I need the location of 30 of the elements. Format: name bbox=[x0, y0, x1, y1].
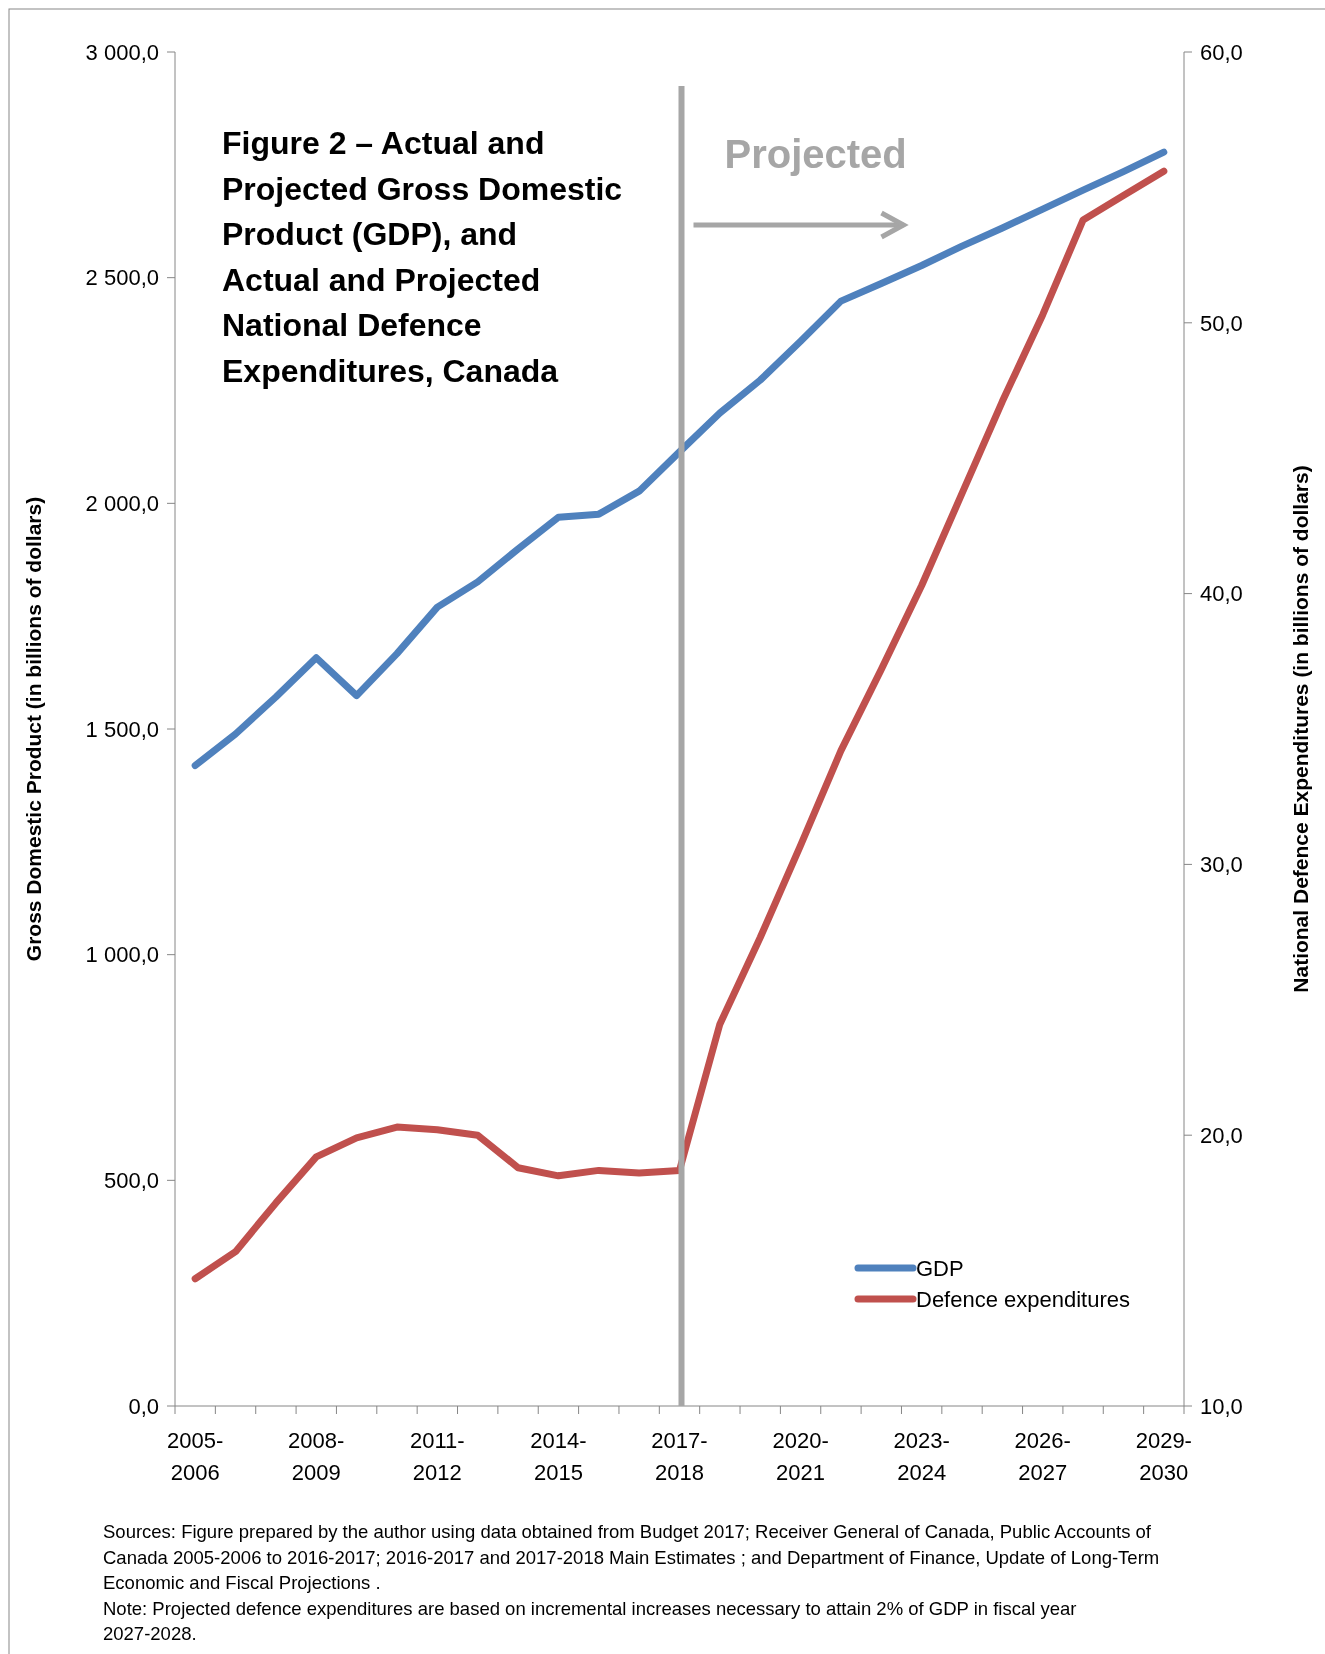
y2-tick-label: 40,0 bbox=[1200, 581, 1243, 607]
y-tick-label: 3 000,0 bbox=[85, 39, 159, 65]
y-tick-label: 2 000,0 bbox=[85, 491, 159, 517]
legend-label: GDP bbox=[916, 1255, 964, 1281]
y2-tick-label: 10,0 bbox=[1200, 1393, 1243, 1419]
text: Note: Projected defence expenditures are based on incremental increases necessary to attain 2% of GDP in fiscal year 2027-2028. bbox=[103, 1597, 1077, 1644]
y2-tick-label: 60,0 bbox=[1200, 39, 1243, 65]
y2-tick-label: 50,0 bbox=[1200, 310, 1243, 336]
y-tick-label: 0,0 bbox=[128, 1393, 159, 1419]
y-tick-label: 1 000,0 bbox=[85, 942, 159, 968]
x-tick-label: 2011-2012 bbox=[410, 1428, 465, 1485]
x-tick-label: 2029-2030 bbox=[1135, 1428, 1192, 1485]
y-axis-title: Gross Domestic Product (in billions of dollars) bbox=[22, 496, 45, 962]
y2-tick-label: 20,0 bbox=[1200, 1122, 1243, 1148]
y-tick-label: 2 500,0 bbox=[85, 265, 159, 291]
y-tick-label: 1 500,0 bbox=[85, 716, 159, 742]
x-tick-label: 2005-2006 bbox=[167, 1428, 224, 1485]
y2-axis-title: National Defence Expenditures (in billions of dollars) bbox=[1289, 465, 1312, 993]
x-tick-label: 2014-2015 bbox=[530, 1428, 587, 1485]
y-tick-label: 500,0 bbox=[103, 1168, 159, 1194]
legend-label: Defence expenditures bbox=[916, 1286, 1131, 1312]
x-tick-label: 2020-2021 bbox=[772, 1428, 829, 1485]
x-tick-label: 2008-2009 bbox=[288, 1428, 345, 1485]
x-tick-label: 2023-2024 bbox=[893, 1428, 950, 1485]
ref-line-label: Projected bbox=[724, 132, 907, 176]
x-tick-label: 2017-2018 bbox=[651, 1428, 708, 1485]
x-tick-label: 2026-2027 bbox=[1014, 1428, 1071, 1485]
y2-tick-label: 30,0 bbox=[1200, 852, 1243, 878]
source-note: Sources: Figure prepared by the author using data obtained from Budget 2017; Receiver General of Canada, Public Accounts of Canada 2005-2006 to 2016-2017; 2016-2017 and 2017-2018 Main Estimates ; and Department of Finance, Update of Long-Term Economic and Fiscal Projections . bbox=[103, 1521, 1160, 1593]
text: Figure 2 – Actual and Projected Gross Domestic Product (GDP), and Actual and Projected National Defence Expenditures, Canada bbox=[222, 125, 623, 389]
